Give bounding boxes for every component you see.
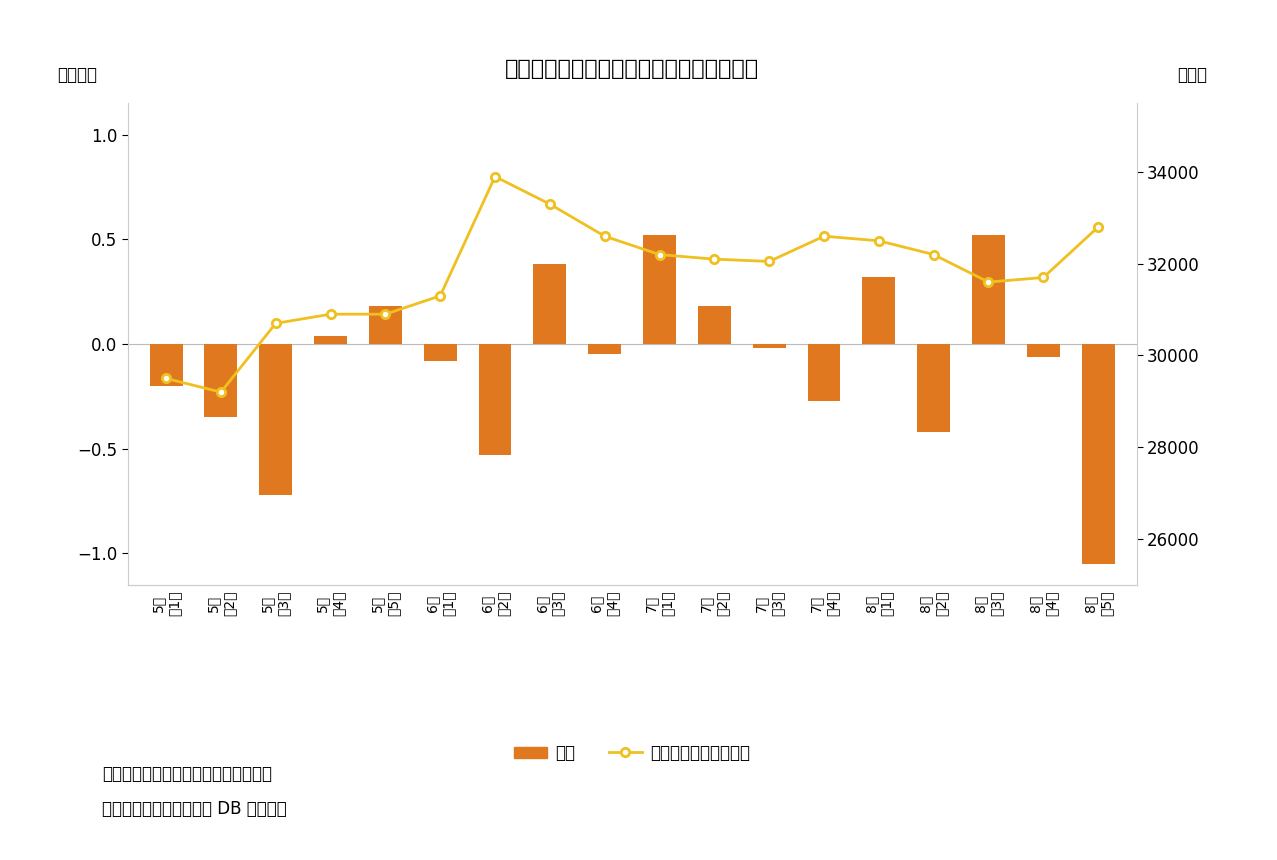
Text: 〈円〉: 〈円〉: [1177, 66, 1207, 84]
Bar: [149, 344, 183, 386]
Bar: [862, 277, 895, 344]
Legend: 個人, 日経平均株価（右軸）: 個人, 日経平均株価（右軸）: [507, 738, 757, 769]
Bar: [1082, 344, 1115, 564]
Bar: [644, 235, 676, 344]
Bar: [807, 344, 840, 401]
Bar: [917, 344, 950, 432]
Bar: [204, 344, 238, 417]
Bar: [534, 264, 566, 344]
Bar: [369, 306, 402, 344]
Title: 図表４　個人は８月第５週に大幅売り越し: 図表４ 個人は８月第５週に大幅売り越し: [504, 59, 760, 79]
Bar: [1027, 344, 1060, 357]
Bar: [589, 344, 621, 354]
Bar: [314, 335, 347, 344]
Bar: [752, 344, 785, 348]
Bar: [259, 344, 292, 494]
Bar: [479, 344, 512, 455]
Text: （資料）ニッセイ基礎研 DB から作成: （資料）ニッセイ基礎研 DB から作成: [102, 800, 287, 818]
Bar: [972, 235, 1005, 344]
Bar: [424, 344, 457, 360]
Text: （注）個人の現物と先物の合計、週次: （注）個人の現物と先物の合計、週次: [102, 765, 272, 783]
Text: 〈兆円〉: 〈兆円〉: [57, 66, 97, 84]
Bar: [699, 306, 730, 344]
